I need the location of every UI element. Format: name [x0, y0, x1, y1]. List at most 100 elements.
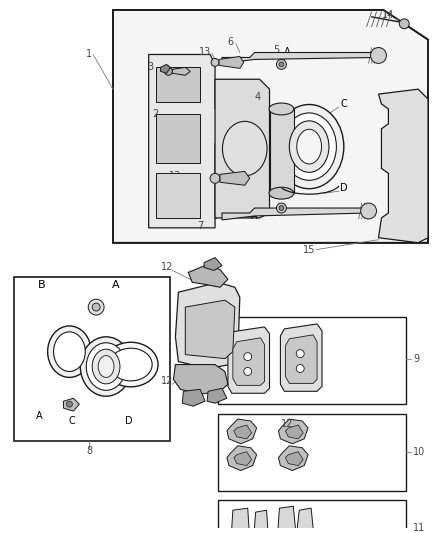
Circle shape	[211, 59, 219, 67]
Polygon shape	[222, 53, 378, 63]
Circle shape	[296, 365, 304, 373]
Polygon shape	[277, 506, 296, 533]
Ellipse shape	[80, 337, 132, 396]
Text: 13: 13	[170, 171, 181, 181]
Polygon shape	[207, 389, 227, 403]
Text: 12: 12	[161, 262, 174, 272]
Polygon shape	[161, 64, 170, 74]
Polygon shape	[279, 419, 308, 444]
Polygon shape	[233, 338, 265, 385]
Polygon shape	[222, 208, 369, 220]
Text: A: A	[284, 46, 291, 56]
Ellipse shape	[86, 343, 126, 390]
Ellipse shape	[275, 104, 344, 189]
Bar	[218, 414, 406, 491]
Text: 15: 15	[303, 245, 315, 255]
Polygon shape	[182, 389, 205, 406]
Text: 10: 10	[413, 447, 425, 457]
Text: 12: 12	[161, 376, 174, 386]
Polygon shape	[296, 508, 314, 533]
Polygon shape	[173, 365, 228, 394]
Text: 3: 3	[148, 62, 154, 72]
Polygon shape	[188, 265, 228, 287]
Text: 5: 5	[273, 45, 279, 54]
Text: C: C	[340, 99, 347, 109]
Circle shape	[276, 60, 286, 69]
Polygon shape	[175, 282, 240, 368]
Polygon shape	[280, 324, 322, 391]
Polygon shape	[148, 54, 230, 228]
Circle shape	[276, 203, 286, 213]
Circle shape	[279, 206, 284, 211]
Text: 1: 1	[86, 50, 92, 60]
Polygon shape	[286, 425, 303, 439]
Text: C: C	[68, 416, 75, 426]
Ellipse shape	[269, 103, 294, 115]
Polygon shape	[113, 10, 428, 243]
Text: D: D	[125, 416, 133, 426]
Polygon shape	[378, 89, 428, 243]
Ellipse shape	[110, 348, 152, 381]
Text: 9: 9	[413, 353, 419, 364]
Text: A: A	[36, 411, 43, 421]
Circle shape	[360, 203, 377, 219]
Polygon shape	[204, 257, 222, 270]
Bar	[155, 173, 200, 218]
Ellipse shape	[48, 326, 91, 377]
Ellipse shape	[98, 356, 114, 377]
Text: 6: 6	[228, 37, 234, 46]
Bar	[218, 317, 406, 404]
Text: 4: 4	[254, 92, 261, 102]
Ellipse shape	[282, 113, 336, 180]
Polygon shape	[215, 79, 269, 218]
Text: 8: 8	[86, 446, 92, 456]
Polygon shape	[227, 446, 257, 471]
Polygon shape	[234, 452, 252, 466]
Circle shape	[296, 350, 304, 358]
Circle shape	[399, 19, 409, 29]
Text: 7: 7	[197, 221, 203, 231]
Text: 12: 12	[281, 419, 293, 429]
Polygon shape	[286, 335, 317, 383]
Polygon shape	[185, 300, 235, 359]
Ellipse shape	[92, 349, 120, 384]
Polygon shape	[220, 172, 250, 185]
Polygon shape	[279, 446, 308, 471]
Text: 14: 14	[382, 10, 395, 20]
Text: A: A	[251, 211, 258, 221]
Text: C: C	[206, 327, 214, 337]
Circle shape	[165, 67, 173, 75]
Polygon shape	[64, 398, 79, 411]
Polygon shape	[234, 425, 252, 439]
Circle shape	[371, 47, 386, 63]
Ellipse shape	[269, 187, 294, 199]
Circle shape	[279, 62, 284, 67]
Bar	[155, 114, 200, 164]
Circle shape	[244, 368, 252, 375]
Text: 2: 2	[152, 109, 159, 119]
Ellipse shape	[104, 342, 158, 387]
Polygon shape	[227, 419, 257, 444]
Circle shape	[88, 299, 104, 315]
Polygon shape	[228, 327, 269, 393]
Text: 11: 11	[413, 523, 425, 533]
Ellipse shape	[297, 130, 321, 164]
Text: B: B	[38, 280, 46, 290]
Ellipse shape	[290, 121, 329, 172]
Ellipse shape	[223, 122, 267, 176]
Polygon shape	[219, 56, 244, 68]
Polygon shape	[254, 510, 268, 533]
Circle shape	[92, 303, 100, 311]
Ellipse shape	[53, 332, 85, 372]
Polygon shape	[269, 109, 294, 193]
Circle shape	[67, 401, 72, 407]
Text: B: B	[251, 156, 258, 165]
Text: D: D	[340, 183, 348, 193]
Circle shape	[244, 353, 252, 361]
Text: 13: 13	[199, 46, 211, 56]
Text: A: A	[112, 280, 120, 290]
Circle shape	[210, 173, 220, 183]
Bar	[218, 500, 406, 533]
Text: C: C	[215, 346, 221, 357]
Polygon shape	[231, 508, 250, 533]
